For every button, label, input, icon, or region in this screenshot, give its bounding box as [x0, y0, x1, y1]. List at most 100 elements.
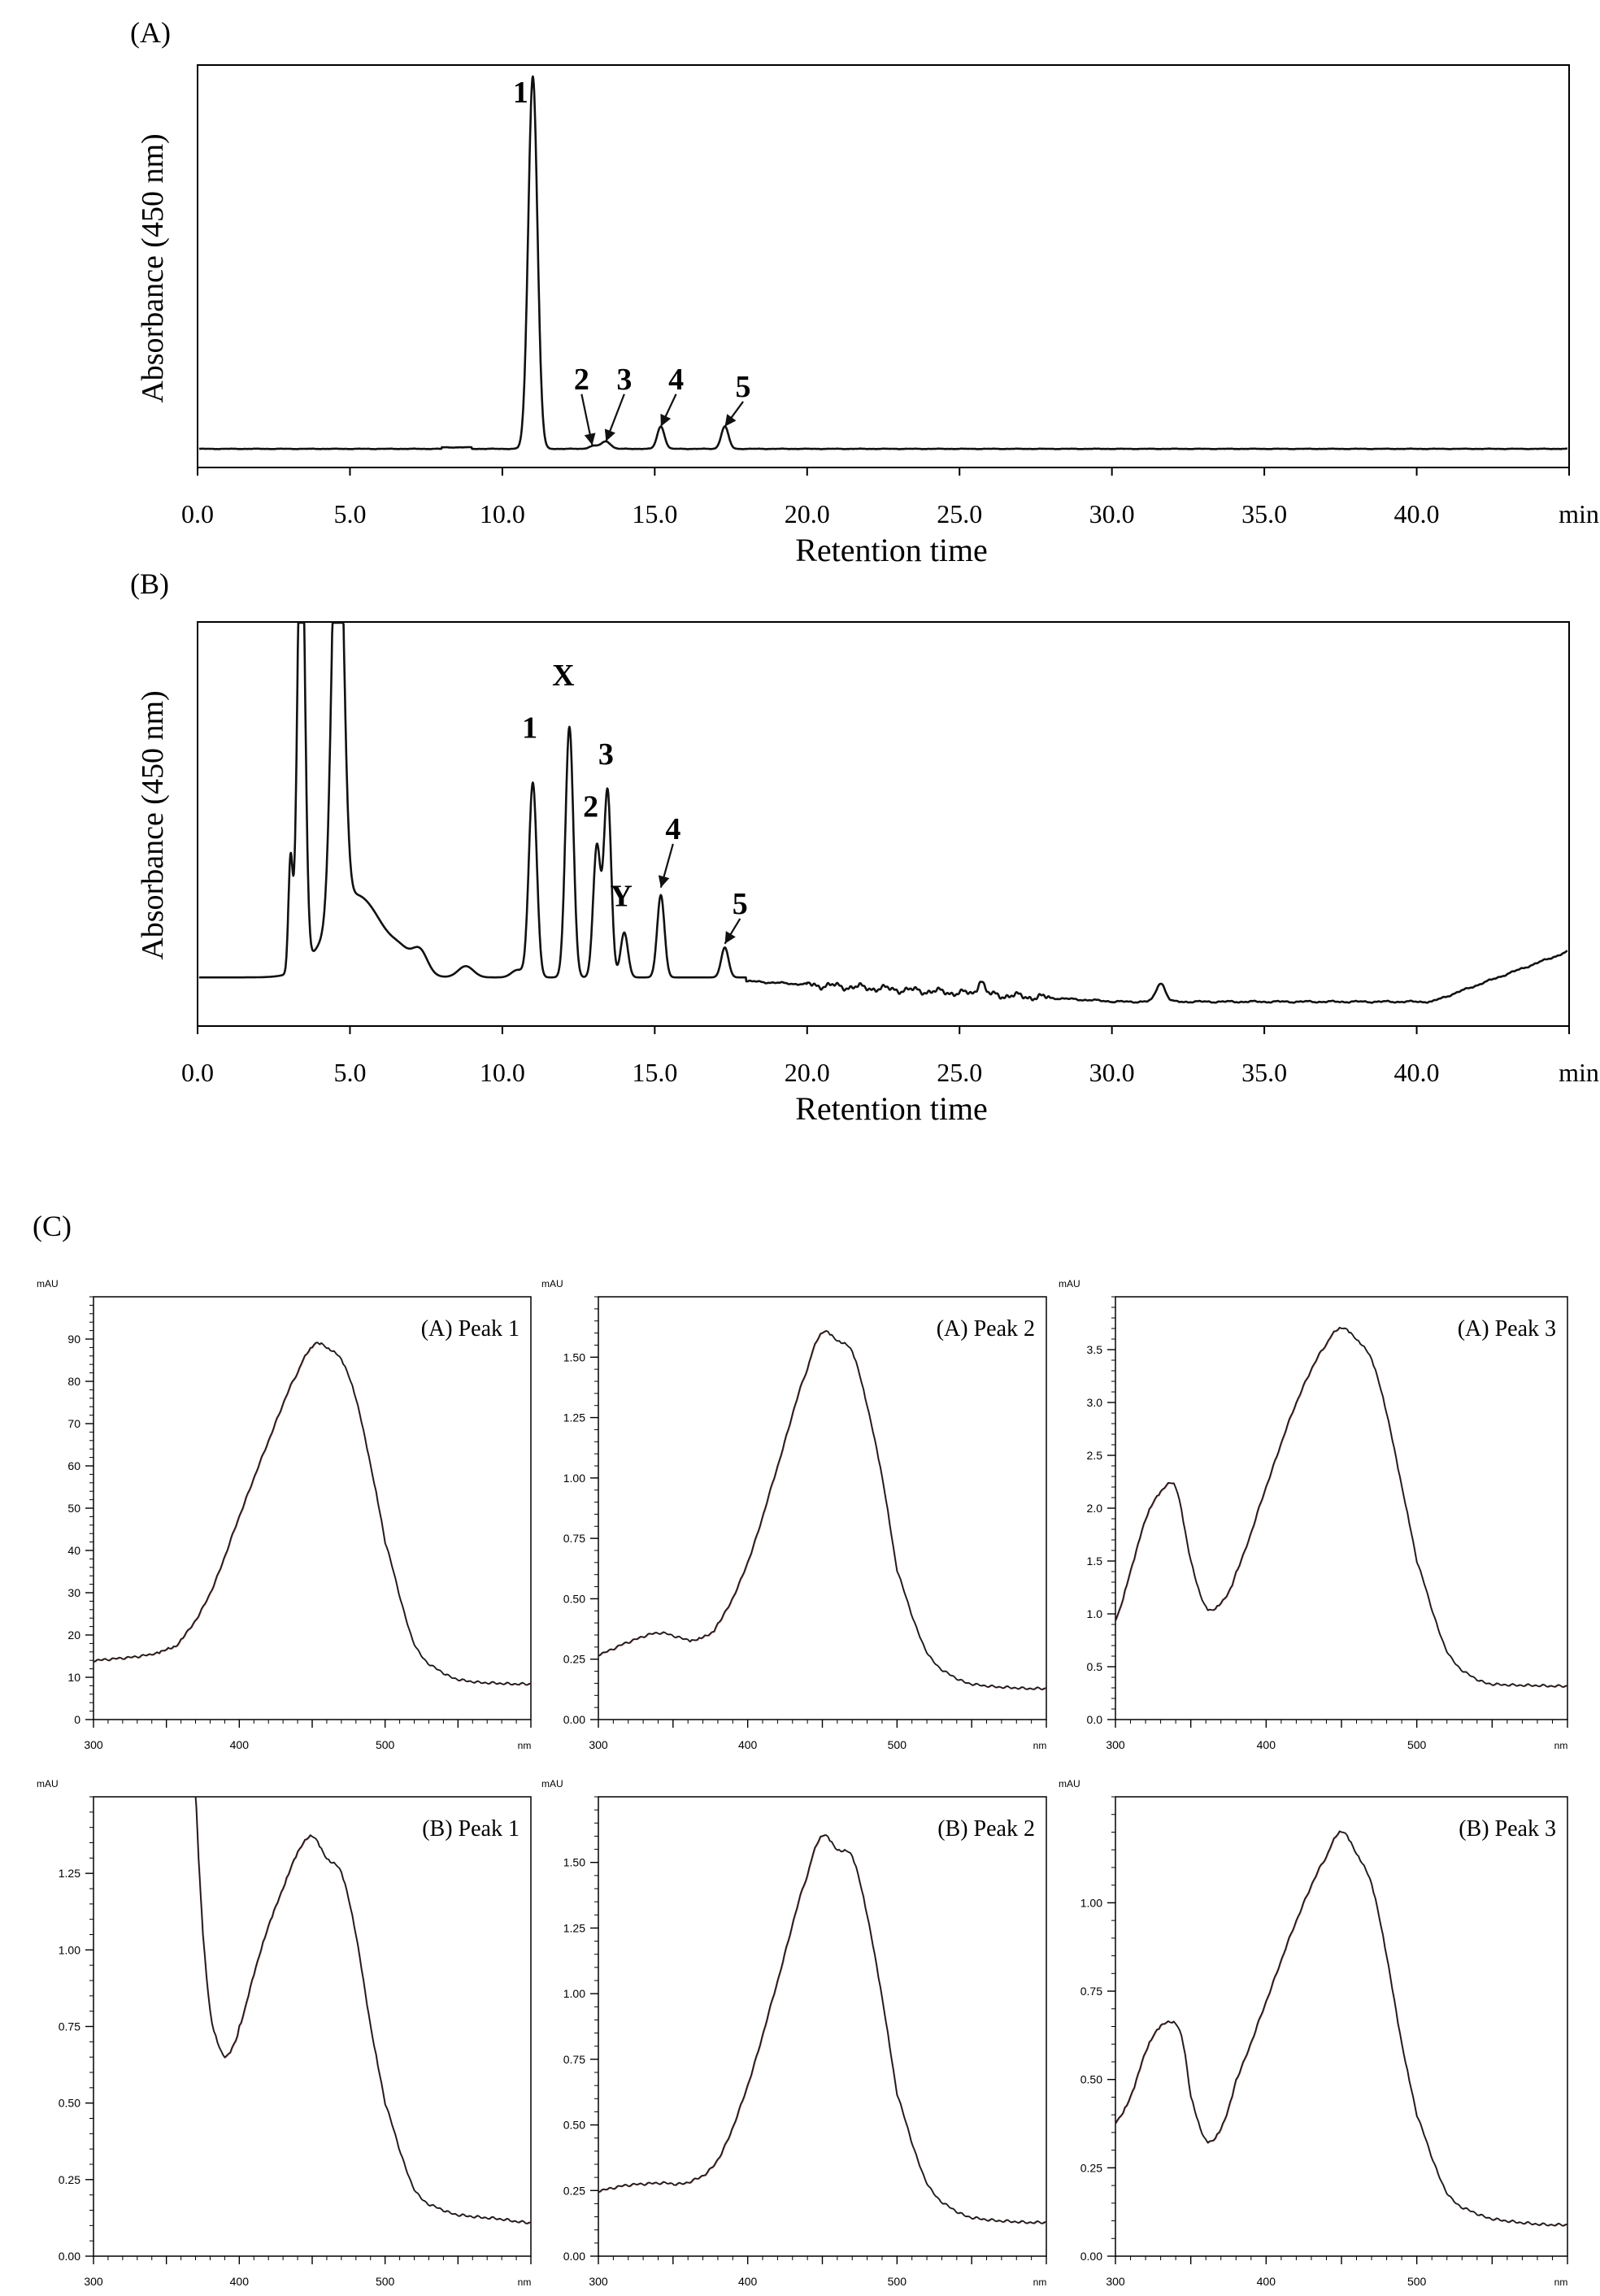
x-unit-label: nm	[518, 2276, 532, 2288]
panel-label-a: (A)	[130, 16, 171, 49]
annotation-arrowhead	[724, 414, 737, 427]
y-tick-label: 1.25	[59, 1867, 80, 1880]
y-tick-label: 0.50	[563, 1592, 585, 1605]
annotation-arrowhead	[660, 413, 672, 427]
y-unit-label: mAU	[1059, 1778, 1080, 1789]
y-tick-label: 60	[67, 1459, 80, 1472]
x-tick-label: 15.0	[632, 1058, 677, 1087]
x-tick-label: 400	[230, 2275, 250, 2288]
x-tick-label: 500	[1407, 1738, 1427, 1751]
y-tick-label: 40	[67, 1544, 80, 1557]
x-tick-label: 30.0	[1089, 1058, 1135, 1087]
spectrum-trace	[1115, 1830, 1568, 2227]
x-tick-label: 400	[738, 1738, 758, 1751]
spectrum-a-peak-2: 0.00 0.25 0.50 0.75 1.00 1.25 1.50 300 400 500 nm m…	[541, 1278, 1047, 1751]
y-tick-label: 1.50	[563, 1350, 585, 1363]
spectrum-overlay-trace	[195, 1797, 532, 2224]
x-tick-label: 25.0	[937, 1058, 982, 1087]
y-tick-label: 0.75	[563, 2053, 585, 2066]
x-axis-label: Retention time	[795, 1090, 988, 1127]
spectrum-trace	[598, 1834, 1047, 2224]
y-tick-label: 20	[67, 1629, 80, 1642]
x-tick-label: 400	[230, 1738, 250, 1751]
x-tick-label: 10.0	[480, 499, 525, 528]
peak-annotation: X	[552, 659, 574, 693]
x-tick-label: 25.0	[937, 499, 982, 528]
x-unit-label: nm	[1554, 2276, 1568, 2288]
y-tick-label: 50	[67, 1502, 80, 1515]
y-tick-label: 1.00	[59, 1943, 80, 1956]
y-tick-label: 0.00	[59, 2250, 80, 2263]
x-tick-label: 35.0	[1241, 499, 1287, 528]
plot-frame	[93, 1796, 532, 2257]
x-tick-label: 5.0	[333, 1058, 366, 1087]
x-tick-label: 35.0	[1241, 1058, 1287, 1087]
y-tick-label: 2.5	[1087, 1449, 1103, 1462]
x-tick-label: 500	[888, 2275, 907, 2288]
x-tick-label: 300	[84, 2275, 103, 2288]
x-tick-label: 10.0	[480, 1058, 525, 1087]
y-tick-label: 0.25	[563, 2184, 585, 2197]
y-tick-label: 1.00	[1080, 1896, 1102, 1909]
x-unit-label: nm	[1033, 2276, 1047, 2288]
x-unit-label: min	[1559, 1058, 1599, 1087]
y-axis-label: Absorbance (450 nm)	[136, 690, 170, 959]
peak-annotation: Y	[610, 880, 632, 914]
spectrum-overlay-trace	[598, 1834, 1047, 2224]
y-tick-label: 0.75	[1080, 1985, 1102, 1998]
y-tick-label: 2.0	[1087, 1502, 1103, 1515]
x-tick-label: 300	[84, 1738, 103, 1751]
spectrum-overlay-trace	[598, 1330, 1047, 1691]
panel-label-b: (B)	[130, 567, 169, 600]
x-tick-label: 400	[738, 2275, 758, 2288]
y-tick-label: 70	[67, 1417, 80, 1430]
y-tick-label: 1.25	[563, 1411, 585, 1424]
x-tick-label: 300	[589, 1738, 608, 1751]
y-unit-label: mAU	[1059, 1278, 1080, 1289]
y-tick-label: 3.5	[1087, 1343, 1103, 1356]
peak-annotation: 4	[665, 812, 680, 846]
y-tick-label: 1.5	[1087, 1555, 1103, 1568]
y-tick-label: 0.00	[563, 1713, 585, 1726]
x-tick-label: 20.0	[785, 499, 830, 528]
y-tick-label: 1.0	[1087, 1607, 1103, 1620]
y-tick-label: 0.5	[1087, 1660, 1103, 1673]
plot-frame	[598, 1796, 1047, 2257]
spectrum-title: (B) Peak 2	[937, 1816, 1035, 1842]
peak-annotation: 2	[574, 363, 589, 397]
x-tick-label: 500	[1407, 2275, 1427, 2288]
x-tick-label: 300	[589, 2275, 608, 2288]
spectrum-title: (A) Peak 3	[1458, 1316, 1556, 1342]
y-tick-label: 3.0	[1087, 1396, 1103, 1409]
y-tick-label: 1.25	[563, 1921, 585, 1934]
peak-annotation: 4	[668, 363, 684, 397]
plot-frame	[1115, 1796, 1568, 2257]
spectrum-title: (B) Peak 3	[1459, 1816, 1556, 1842]
y-tick-label: 90	[67, 1333, 80, 1346]
plot-frame	[197, 621, 1570, 1027]
annotation-arrowhead	[724, 931, 736, 944]
x-tick-label: 500	[376, 2275, 395, 2288]
x-tick-label: 40.0	[1394, 1058, 1440, 1087]
spectrum-a-peak-1: 0 10 20 30 40 50 60 70 80 90 300 400 500 nm mAU (A) Pea…	[37, 1278, 532, 1751]
spectrum-title: (B) Peak 1	[422, 1816, 520, 1842]
y-tick-label: 0.00	[1080, 2250, 1102, 2263]
x-tick-label: 300	[1106, 2275, 1125, 2288]
peak-annotation: 5	[733, 887, 748, 921]
spectrum-a-peak-3: 0.0 0.5 1.0 1.5 2.0 2.5 3.0 3.5 300 400 500 nm mAU (A…	[1059, 1278, 1568, 1751]
peak-annotation: 3	[598, 737, 614, 772]
y-unit-label: mAU	[541, 1778, 563, 1789]
x-tick-label: 30.0	[1089, 499, 1135, 528]
peak-annotation: 2	[583, 789, 598, 824]
x-tick-label: 500	[376, 1738, 395, 1751]
y-tick-label: 0.0	[1087, 1713, 1103, 1726]
y-tick-label: 0.50	[1080, 2073, 1102, 2086]
x-tick-label: 400	[1257, 2275, 1276, 2288]
spectrum-overlay-trace	[1115, 1831, 1568, 2227]
spectrum-trace	[93, 1342, 532, 1686]
annotation-arrowhead	[604, 428, 615, 441]
y-tick-label: 0.25	[563, 1653, 585, 1666]
y-tick-label: 0	[74, 1713, 80, 1726]
chromatogram-trace	[198, 75, 1568, 450]
